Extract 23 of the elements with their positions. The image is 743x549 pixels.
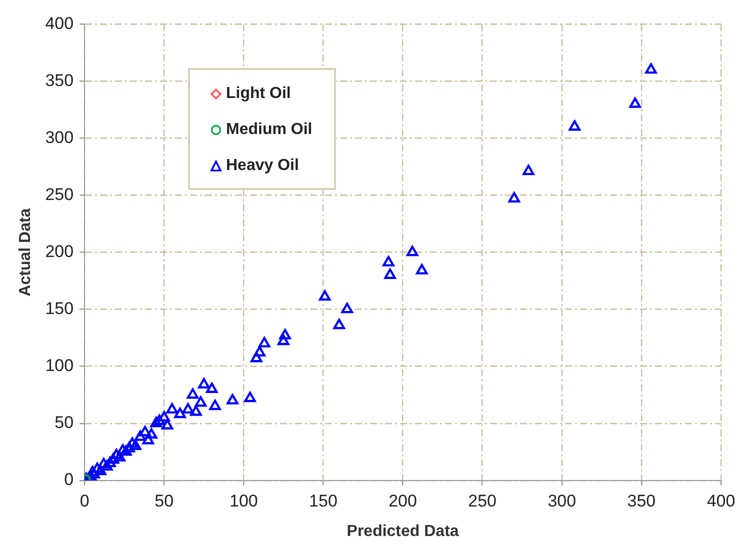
legend-label: Heavy Oil [226,157,299,175]
y-tick-label: 350 [45,70,74,90]
x-tick-label: 0 [80,491,90,510]
y-tick-label: 200 [45,242,74,261]
y-tick-label: 250 [45,184,74,204]
x-tick-label: 400 [706,491,736,510]
x-tick-label: 200 [388,491,417,510]
x-tick-label: 50 [154,491,174,510]
y-axis-title: Actual Data [17,208,34,296]
x-tick-label: 150 [309,491,338,510]
legend-label: Light Oil [226,85,291,103]
y-tick-label: 0 [64,470,74,490]
y-tick-label: 100 [45,356,74,376]
x-tick-label: 350 [627,491,656,510]
x-axis-title: Predicted Data [346,522,459,540]
y-tick-label: 400 [45,14,74,33]
y-tick-label: 300 [45,128,74,147]
x-tick-label: 250 [468,491,497,510]
y-tick-label: 150 [45,299,74,318]
y-tick-label: 50 [54,413,74,432]
legend-label: Medium Oil [226,121,312,139]
x-tick-label: 100 [229,491,258,510]
x-tick-label: 300 [548,491,576,510]
